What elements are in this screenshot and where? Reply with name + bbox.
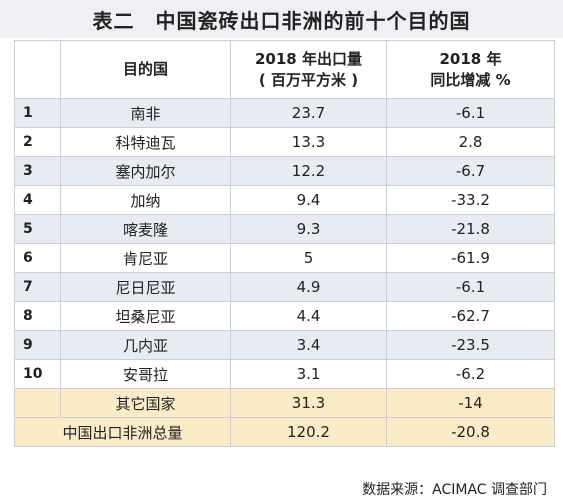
header-growth-line1: 2018 年 (439, 49, 502, 68)
header-volume-line1: 2018 年出口量 (255, 49, 362, 68)
row-volume: 9.3 (230, 214, 387, 244)
summary-volume: 120.2 (230, 417, 387, 447)
table-row: 9 几内亚 3.4 -23.5 (14, 330, 555, 360)
table-row: 6 肯尼亚 5 -61.9 (14, 243, 555, 273)
header-volume: 2018 年出口量 ( 百万平方米 ) (230, 40, 387, 99)
row-growth: -33.2 (386, 185, 555, 215)
row-rank: 10 (14, 359, 61, 389)
row-country: 南非 (60, 98, 231, 128)
row-volume: 23.7 (230, 98, 387, 128)
data-source: 数据来源：ACIMAC 调查部门 (362, 482, 547, 498)
row-volume: 12.2 (230, 156, 387, 186)
header-growth-line2: 同比增减 % (430, 70, 511, 89)
row-rank: 1 (14, 98, 61, 128)
table-row: 3 塞内加尔 12.2 -6.7 (14, 156, 555, 186)
summary-row-total: 中国出口非洲总量 120.2 -20.8 (14, 417, 555, 447)
row-volume: 9.4 (230, 185, 387, 215)
header-country: 目的国 (60, 40, 231, 99)
row-volume: 5 (230, 243, 387, 273)
row-country: 坦桑尼亚 (60, 301, 231, 331)
table-row: 4 加纳 9.4 -33.2 (14, 185, 555, 215)
row-rank: 3 (14, 156, 61, 186)
summary-volume: 31.3 (230, 388, 387, 418)
row-volume: 13.3 (230, 127, 387, 157)
row-volume: 4.4 (230, 301, 387, 331)
summary-growth: -20.8 (386, 417, 555, 447)
summary-rank-empty (14, 388, 61, 418)
table-title: 表二 中国瓷砖出口非洲的前十个目的国 (0, 0, 563, 38)
row-country: 肯尼亚 (60, 243, 231, 273)
header-growth: 2018 年 同比增减 % (386, 40, 555, 99)
row-rank: 5 (14, 214, 61, 244)
row-growth: -21.8 (386, 214, 555, 244)
row-rank: 9 (14, 330, 61, 360)
row-country: 加纳 (60, 185, 231, 215)
row-volume: 4.9 (230, 272, 387, 302)
row-rank: 8 (14, 301, 61, 331)
row-volume: 3.4 (230, 330, 387, 360)
summary-label: 中国出口非洲总量 (14, 417, 231, 447)
row-rank: 6 (14, 243, 61, 273)
row-volume: 3.1 (230, 359, 387, 389)
table-row: 8 坦桑尼亚 4.4 -62.7 (14, 301, 555, 331)
row-growth: -6.7 (386, 156, 555, 186)
table-row: 5 喀麦隆 9.3 -21.8 (14, 214, 555, 244)
header-volume-line2: ( 百万平方米 ) (258, 70, 359, 89)
row-country: 喀麦隆 (60, 214, 231, 244)
summary-growth: -14 (386, 388, 555, 418)
row-country: 尼日尼亚 (60, 272, 231, 302)
table-row: 2 科特迪瓦 13.3 2.8 (14, 127, 555, 157)
row-country: 科特迪瓦 (60, 127, 231, 157)
summary-row-other: 其它国家 31.3 -14 (14, 388, 555, 418)
table-row: 1 南非 23.7 -6.1 (14, 98, 555, 128)
header-row: 目的国 2018 年出口量 ( 百万平方米 ) 2018 年 同比增减 % (14, 40, 555, 99)
row-growth: -6.1 (386, 272, 555, 302)
export-table: 目的国 2018 年出口量 ( 百万平方米 ) 2018 年 同比增减 % 1 … (14, 40, 555, 447)
row-growth: -6.2 (386, 359, 555, 389)
summary-label: 其它国家 (60, 388, 231, 418)
row-growth: 2.8 (386, 127, 555, 157)
table-row: 10 安哥拉 3.1 -6.2 (14, 359, 555, 389)
row-growth: -23.5 (386, 330, 555, 360)
row-growth: -61.9 (386, 243, 555, 273)
row-rank: 4 (14, 185, 61, 215)
table-row: 7 尼日尼亚 4.9 -6.1 (14, 272, 555, 302)
header-rank (14, 40, 61, 99)
row-country: 安哥拉 (60, 359, 231, 389)
row-country: 几内亚 (60, 330, 231, 360)
row-country: 塞内加尔 (60, 156, 231, 186)
row-growth: -6.1 (386, 98, 555, 128)
row-rank: 7 (14, 272, 61, 302)
row-rank: 2 (14, 127, 61, 157)
row-growth: -62.7 (386, 301, 555, 331)
